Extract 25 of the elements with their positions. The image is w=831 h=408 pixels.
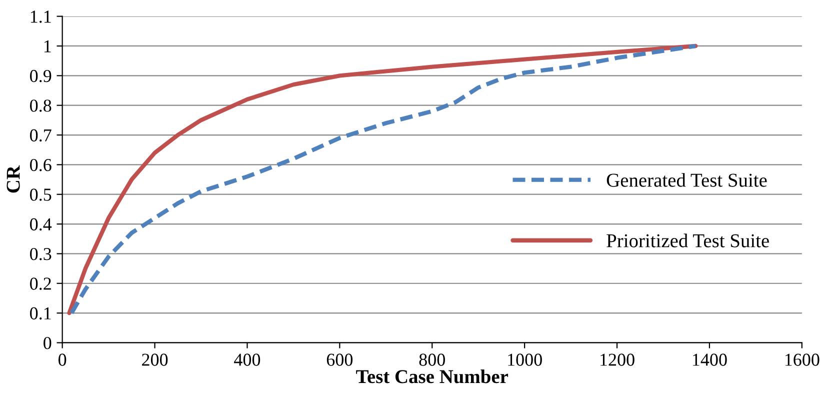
y-tick-label: 0.1 xyxy=(30,307,51,320)
y-tick-label: 1.1 xyxy=(30,10,51,23)
y-tick-label: 0.3 xyxy=(30,248,52,260)
x-tick-label: 1400 xyxy=(693,354,727,366)
y-tick-label: 0.2 xyxy=(30,278,51,290)
x-tick-label: 1200 xyxy=(600,354,634,366)
y-tick-label: 1 xyxy=(44,40,51,52)
legend-label: Prioritized Test Suite xyxy=(606,234,769,248)
y-tick-label: 0.8 xyxy=(30,100,52,112)
x-tick-label: 1600 xyxy=(785,354,820,366)
y-tick-label: 0.5 xyxy=(30,188,52,201)
x-tick-label: 0 xyxy=(58,354,66,366)
y-tick-label: 0.9 xyxy=(30,70,52,82)
x-tick-label: 400 xyxy=(234,354,260,366)
x-axis-title: Test Case Number xyxy=(356,370,508,384)
x-tick-label: 600 xyxy=(326,354,353,366)
x-tick-label: 200 xyxy=(142,354,168,366)
x-tick-label: 800 xyxy=(419,354,445,366)
y-tick-label: 0.7 xyxy=(30,129,52,142)
legend-label: Generated Test Suite xyxy=(606,173,767,187)
y-tick-label: 0 xyxy=(44,336,52,350)
y-tick-label: 0.4 xyxy=(30,218,52,231)
x-tick-label: 1000 xyxy=(508,354,542,366)
y-tick-label: 0.6 xyxy=(30,158,52,172)
y-axis-title: CR xyxy=(6,165,20,193)
